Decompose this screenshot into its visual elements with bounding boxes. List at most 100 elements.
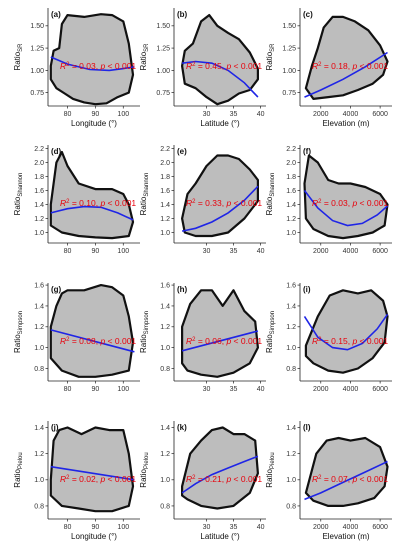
y-tick-label: 1.2 [286, 451, 296, 458]
panel-label: (j) [51, 423, 59, 432]
y-tick-label: 2.0 [286, 160, 296, 167]
x-tick-label: 6000 [372, 386, 388, 393]
r2-annotation: R2 = 0.21, p < 0.001 [186, 474, 262, 484]
x-tick-label: 90 [91, 524, 99, 531]
panel-label: (e) [177, 147, 187, 156]
panel-i: 0.8 1.0 1.2 1.4 1.6 2000 4000 6000 RatioSimpson (… [265, 282, 392, 393]
panel-label: (d) [51, 147, 62, 156]
r2-annotation: R2 = 0.33, p < 0.001 [186, 198, 262, 208]
y-tick-label: 2.0 [160, 160, 170, 167]
y-tick-label: 1.0 [34, 345, 44, 352]
panel-e: 1.0 1.2 1.4 1.6 1.8 2.0 2.2 30 35 40 RatioShannon (… [139, 145, 266, 255]
y-tick-label: 1.0 [34, 477, 44, 484]
y-tick-label: 1.0 [286, 230, 296, 237]
panel-label: (b) [177, 10, 188, 19]
fit-line-a [50, 56, 135, 72]
x-axis-label: Latitude (°) [200, 119, 240, 128]
x-tick-label: 40 [257, 111, 265, 118]
panel-label: (f) [303, 147, 311, 156]
fit-line-j [50, 465, 135, 481]
y-axis-label: RatioSR [139, 43, 150, 71]
r2-annotation: R2 = 0.45, p < 0.001 [186, 61, 262, 71]
y-axis-label: RatioSR [13, 43, 24, 71]
fit-line-k [181, 455, 259, 494]
fit-line-g [50, 329, 135, 353]
x-axis-label: Elevation (m) [322, 532, 369, 541]
y-tick-label: 1.50 [156, 23, 170, 30]
x-tick-label: 80 [64, 248, 72, 255]
r2-annotation: R2 = 0.06, p < 0.001 [186, 336, 262, 346]
x-tick-label: 4000 [343, 111, 359, 118]
y-tick-label: 1.0 [286, 345, 296, 352]
fit-line-h [181, 330, 259, 352]
x-tick-label: 6000 [372, 111, 388, 118]
y-axis-label: RatioPielou [13, 452, 24, 487]
y-tick-label: 1.00 [282, 68, 296, 75]
y-tick-label: 2.0 [34, 160, 44, 167]
y-tick-label: 1.0 [160, 230, 170, 237]
y-tick-label: 0.8 [34, 503, 44, 510]
data-cloud-b [181, 14, 259, 106]
data-cloud-f [303, 154, 389, 240]
y-tick-label: 1.0 [286, 477, 296, 484]
x-tick-label: 4000 [343, 386, 359, 393]
y-axis-label: RatioPielou [139, 452, 150, 487]
y-axis-label: RatioSimpson [139, 311, 150, 353]
y-axis-label: RatioShannon [13, 173, 24, 216]
data-cloud-j [49, 426, 135, 513]
y-axis-label: RatioPielou [265, 452, 276, 487]
y-tick-label: 1.2 [160, 216, 170, 223]
panel-f: 1.0 1.2 1.4 1.6 1.8 2.0 2.2 2000 4000 6000 RatioSh… [265, 145, 392, 255]
fit-line-d [50, 205, 134, 221]
x-tick-label: 6000 [372, 524, 388, 531]
y-tick-label: 1.4 [34, 425, 44, 432]
panel-label: (c) [303, 10, 313, 19]
y-tick-label: 0.8 [160, 503, 170, 510]
y-tick-label: 1.6 [34, 188, 44, 195]
x-tick-label: 30 [203, 524, 211, 531]
r2-annotation: R2 = 0.03, p < 0.001 [312, 198, 388, 208]
y-tick-label: 0.8 [34, 366, 44, 373]
y-tick-label: 1.50 [30, 23, 44, 30]
data-cloud-h [181, 289, 259, 378]
y-tick-label: 1.2 [160, 324, 170, 331]
x-tick-label: 80 [64, 111, 72, 118]
r2-annotation: R2 = 0.10, p < 0.001 [60, 198, 136, 208]
x-tick-label: 35 [230, 524, 238, 531]
fit-line-f [303, 190, 389, 227]
panel-label: (l) [303, 423, 311, 432]
y-tick-label: 1.6 [160, 282, 170, 289]
y-tick-label: 1.4 [34, 303, 44, 310]
panel-d: 1.0 1.2 1.4 1.6 1.8 2.0 2.2 80 90 100 RatioShannon… [13, 145, 140, 255]
y-tick-label: 1.25 [156, 45, 170, 52]
y-tick-label: 1.4 [286, 202, 296, 209]
y-tick-label: 1.25 [282, 45, 296, 52]
y-axis-label: RatioSimpson [13, 311, 24, 353]
r2-annotation: R2 = 0.03, p < 0.001 [60, 61, 136, 71]
panel-label: (h) [177, 285, 188, 294]
x-tick-label: 35 [230, 111, 238, 118]
x-axis-label: Latitude (°) [200, 532, 240, 541]
y-tick-label: 1.2 [286, 324, 296, 331]
y-tick-label: 1.25 [30, 45, 44, 52]
x-tick-label: 100 [117, 248, 129, 255]
y-tick-label: 1.2 [34, 451, 44, 458]
fit-line-e [181, 185, 259, 232]
panel-label: (i) [303, 285, 311, 294]
r2-annotation: R2 = 0.15, p < 0.001 [312, 336, 388, 346]
x-tick-label: 6000 [372, 248, 388, 255]
x-tick-label: 2000 [313, 111, 329, 118]
x-axis-label: Longitude (°) [71, 532, 117, 541]
y-tick-label: 1.4 [160, 202, 170, 209]
y-tick-label: 2.2 [34, 146, 44, 153]
y-tick-label: 2.2 [286, 146, 296, 153]
r2-annotation: R2 = 0.08, p < 0.001 [60, 336, 136, 346]
y-tick-label: 1.4 [160, 425, 170, 432]
fit-line-b [182, 60, 259, 98]
x-tick-label: 35 [230, 386, 238, 393]
y-tick-label: 0.75 [282, 90, 296, 97]
y-tick-label: 1.6 [34, 282, 44, 289]
x-tick-label: 2000 [313, 524, 329, 531]
